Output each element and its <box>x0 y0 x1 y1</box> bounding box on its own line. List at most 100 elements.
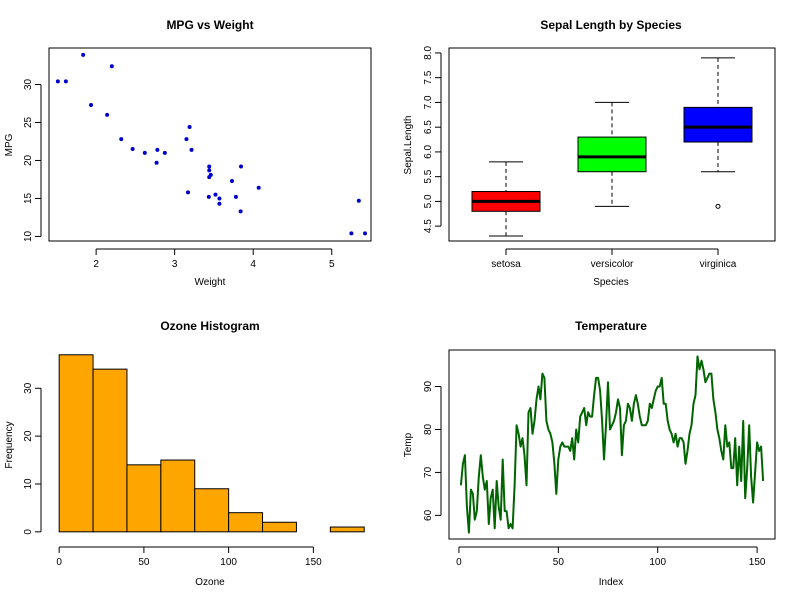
histogram-bar <box>126 464 162 533</box>
y-tick-label: 10 <box>23 230 34 242</box>
y-tick-label: 6.0 <box>423 145 434 159</box>
data-point <box>142 150 147 155</box>
y-tick-label: 15 <box>23 192 34 204</box>
data-point <box>356 198 361 203</box>
y-tick-label: 8.0 <box>423 46 434 60</box>
data-point <box>206 194 211 199</box>
y-tick-label: 70 <box>423 466 434 478</box>
data-point <box>229 178 234 183</box>
data-point <box>89 102 94 107</box>
y-axis-label: MPG <box>4 133 15 156</box>
y-tick-label: 90 <box>423 381 434 393</box>
y-tick-label: 10 <box>23 478 34 490</box>
x-tick-label: 3 <box>172 259 178 270</box>
y-tick-label: 60 <box>423 509 434 521</box>
histogram-bar <box>160 459 196 533</box>
histogram-bar <box>262 521 297 533</box>
iqr-box <box>683 106 753 143</box>
x-tick-label: 2 <box>93 259 99 270</box>
data-point <box>217 201 222 206</box>
boxes <box>471 57 753 237</box>
histogram-bar <box>329 526 365 533</box>
x-axis: setosa versicolor virginica <box>491 248 737 270</box>
plot-frame <box>448 47 776 242</box>
chart-title: Sepal Length by Species <box>540 18 682 32</box>
data-point <box>162 150 167 155</box>
y-axis: 0 10 20 30 <box>23 382 42 535</box>
data-point <box>105 112 110 117</box>
y-tick-label: 5.5 <box>423 169 434 183</box>
data-point <box>81 52 86 57</box>
data-point <box>349 231 354 236</box>
outlier-point <box>715 203 721 209</box>
panel-sepal-boxplot: Sepal Length by Species setosa versicolor… <box>403 18 776 288</box>
y-tick-label: 30 <box>23 382 34 394</box>
data-point <box>119 137 124 142</box>
y-tick-label: 20 <box>23 430 34 442</box>
x-tick-label: virginica <box>700 259 737 270</box>
temperature-series-line <box>459 355 765 534</box>
x-tick-label: versicolor <box>591 259 634 270</box>
x-tick-label: 4 <box>250 259 256 270</box>
x-tick-label: 50 <box>138 557 150 568</box>
iqr-box <box>577 136 647 173</box>
chart-title: Ozone Histogram <box>160 319 259 333</box>
data-point <box>207 168 212 173</box>
histogram-bar <box>92 368 128 533</box>
data-point <box>207 164 212 169</box>
box-setosa <box>471 161 541 237</box>
x-axis-label: Ozone <box>195 577 225 588</box>
data-point <box>186 190 191 195</box>
plot-frame <box>448 349 776 540</box>
panel-mpg-weight: MPG vs Weight 2 3 4 5 10 15 20 25 30 Weight MPG <box>4 18 372 288</box>
y-tick-label: 0 <box>23 529 34 535</box>
data-point <box>109 64 114 69</box>
y-tick-label: 7.5 <box>423 70 434 84</box>
data-point <box>154 160 159 165</box>
data-point <box>363 231 368 236</box>
data-point <box>207 175 212 180</box>
data-point <box>233 194 238 199</box>
x-tick-label: setosa <box>491 259 521 270</box>
y-axis: 10 15 20 25 30 <box>23 78 42 242</box>
y-tick-label: 6.5 <box>423 120 434 134</box>
x-axis-label: Species <box>593 277 629 288</box>
scatter-points <box>55 52 368 236</box>
data-point <box>239 164 244 169</box>
x-tick-label: 150 <box>305 557 322 568</box>
box-versicolor <box>577 101 647 207</box>
chart-title: Temperature <box>575 319 647 333</box>
data-point <box>155 147 160 152</box>
data-point <box>256 185 261 190</box>
data-point <box>63 79 68 84</box>
x-tick-label: 5 <box>329 259 335 270</box>
y-tick-label: 80 <box>423 423 434 435</box>
histogram-bars <box>58 354 365 533</box>
data-point <box>238 209 243 214</box>
y-axis-label: Sepal.Length <box>403 116 414 175</box>
y-tick-label: 20 <box>23 154 34 166</box>
data-point <box>189 147 194 152</box>
y-tick-label: 5.0 <box>423 194 434 208</box>
box-virginica <box>683 57 753 209</box>
x-tick-label: 50 <box>553 557 565 568</box>
histogram-bar <box>228 512 264 533</box>
histogram-bar <box>58 354 94 533</box>
x-axis: 0 50 100 150 <box>56 546 322 568</box>
y-tick-label: 30 <box>23 78 34 90</box>
x-tick-label: 0 <box>56 557 62 568</box>
data-point <box>213 192 218 197</box>
y-tick-label: 7.0 <box>423 95 434 109</box>
x-tick-label: 0 <box>456 557 462 568</box>
panel-temperature: Temperature 0 50 100 150 60 70 80 90 Index Tem… <box>403 319 776 588</box>
y-tick-label: 4.5 <box>423 219 434 233</box>
x-axis-label: Index <box>599 577 623 588</box>
data-point <box>130 147 135 152</box>
data-point <box>55 79 60 84</box>
y-axis-label: Temp <box>403 432 414 457</box>
x-axis: 2 3 4 5 <box>93 248 335 270</box>
y-axis: 4.5 5.0 5.5 6.0 6.5 7.0 7.5 8.0 <box>423 46 442 233</box>
y-tick-label: 25 <box>23 116 34 128</box>
